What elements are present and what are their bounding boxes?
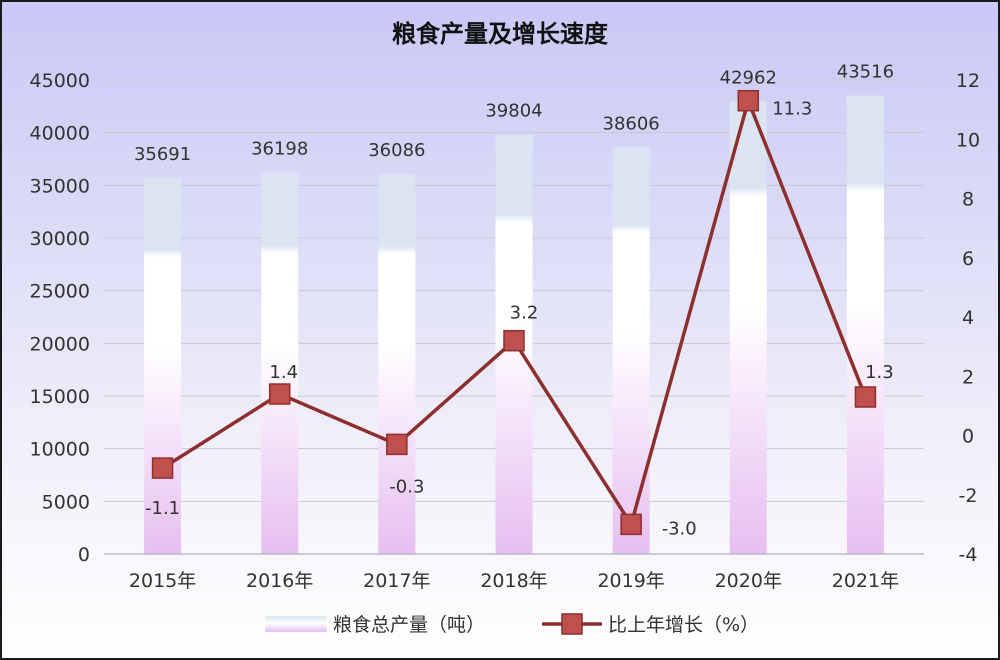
y-right-tick-label: -2 xyxy=(959,485,978,507)
bar xyxy=(144,178,182,554)
y-left-tick-label: 45000 xyxy=(30,70,90,92)
bar xyxy=(261,172,299,554)
bar-data-label: 36086 xyxy=(368,140,425,161)
axes: 0 5000 10000 15000 20000 25000 30000 35000 40000… xyxy=(30,70,981,592)
line-marker xyxy=(737,89,760,112)
line-data-label: 1.4 xyxy=(269,362,298,383)
x-tick-label: 2020年 xyxy=(715,570,782,592)
y-left-tick-label: 0 xyxy=(78,544,90,566)
y-right-tick-label: 10 xyxy=(956,129,980,151)
bar-data-label: 36198 xyxy=(251,139,308,160)
y-left-tick-label: 25000 xyxy=(30,281,90,303)
line-data-label: 11.3 xyxy=(772,99,812,120)
y-right-tick-label: 12 xyxy=(956,70,980,92)
line-marker xyxy=(151,457,174,479)
y-right-tick-label: 0 xyxy=(962,426,974,448)
bar-data-label: 42962 xyxy=(720,67,777,88)
x-tick-label: 2018年 xyxy=(480,570,547,592)
legend-bar-swatch xyxy=(265,616,327,632)
y-right-tick-label: 6 xyxy=(962,248,974,270)
bar xyxy=(612,147,650,554)
y-left-tick-label: 35000 xyxy=(30,175,90,197)
y-left-tick-label: 40000 xyxy=(30,123,90,145)
x-tick-label: 2016年 xyxy=(246,570,313,592)
y-left-tick-label: 15000 xyxy=(30,386,90,408)
y-left-tick-label: 20000 xyxy=(30,333,90,355)
line-data-label: -0.3 xyxy=(389,476,424,497)
y-right-tick-label: -4 xyxy=(959,544,978,566)
bar xyxy=(729,101,767,555)
legend-line-marker xyxy=(561,613,583,635)
line-data-label: -1.1 xyxy=(145,498,180,519)
bar-data-labels: 35691 36198 36086 39804 38606 42962 43516 xyxy=(134,62,894,165)
y-right-tick-label: 2 xyxy=(962,366,974,388)
line-marker xyxy=(386,433,408,456)
bar-data-label: 43516 xyxy=(837,62,894,83)
line-marker xyxy=(268,383,291,405)
line-data-label: 1.3 xyxy=(865,362,894,383)
bar-data-label: 35691 xyxy=(134,144,191,165)
bar-series xyxy=(144,95,884,555)
line-data-label: -3.0 xyxy=(662,518,697,539)
y-left-tick-label: 10000 xyxy=(30,439,90,461)
bar-data-label: 39804 xyxy=(485,101,542,122)
y-right-tick-label: 8 xyxy=(962,189,974,211)
bar xyxy=(378,173,416,554)
line-marker xyxy=(620,513,642,536)
bar xyxy=(846,95,884,554)
legend: 粮食总产量（吨） 比上年增长（%） xyxy=(265,613,759,636)
x-tick-label: 2019年 xyxy=(597,570,664,592)
line-data-labels: -1.1 1.4 -0.3 3.2 -3.0 11.3 1.3 xyxy=(145,99,894,540)
legend-line-label: 比上年增长（%） xyxy=(608,614,759,636)
y-right-tick-label: 4 xyxy=(962,307,974,329)
line-series xyxy=(151,89,877,536)
line-data-label: 3.2 xyxy=(510,303,539,324)
y-left-tick-label: 5000 xyxy=(42,491,90,513)
bar-data-label: 38606 xyxy=(603,113,660,134)
chart-title: 粮食产量及增长速度 xyxy=(392,20,609,48)
line-marker xyxy=(854,386,877,408)
x-tick-label: 2017年 xyxy=(363,570,430,592)
x-tick-label: 2021年 xyxy=(832,570,899,592)
y-left-tick-label: 30000 xyxy=(30,228,90,250)
line-marker xyxy=(503,329,525,352)
x-tick-label: 2015年 xyxy=(129,570,196,592)
legend-bar-label: 粮食总产量（吨） xyxy=(333,614,485,636)
